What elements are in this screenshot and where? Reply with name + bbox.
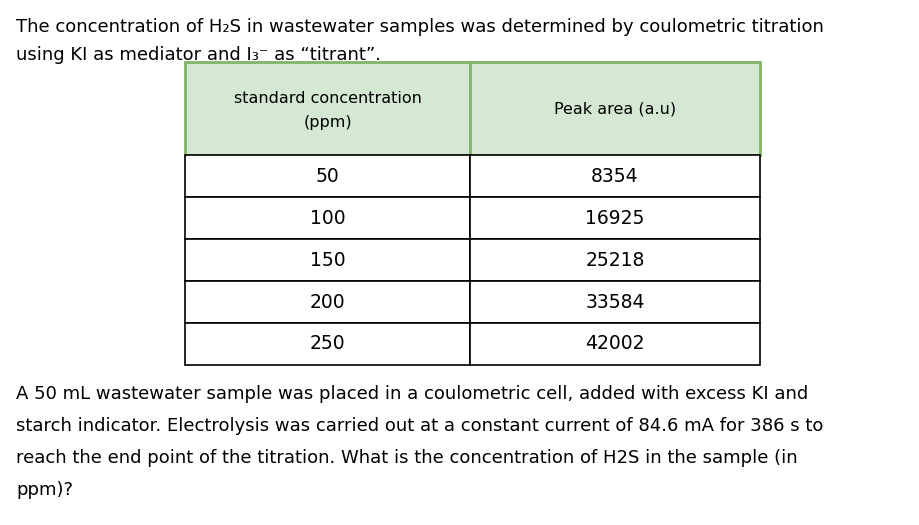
Bar [470,323,759,365]
Bar [470,62,759,155]
Text: 8354: 8354 [591,166,638,185]
Text: 250: 250 [310,334,345,353]
Bar [185,323,470,365]
Text: starch indicator. Electrolysis was carried out at a constant current of 84.6 mA : starch indicator. Electrolysis was carri… [16,417,823,435]
Text: 200: 200 [310,292,345,311]
Bar [470,155,759,197]
Bar [470,281,759,323]
Bar [470,197,759,239]
Text: 25218: 25218 [584,250,644,269]
Text: (ppm): (ppm) [303,115,351,130]
Bar [470,239,759,281]
Text: The concentration of H₂S in wastewater samples was determined by coulometric tit: The concentration of H₂S in wastewater s… [16,18,823,36]
Bar [185,197,470,239]
Text: standard concentration: standard concentration [233,91,421,106]
Text: Peak area (a.u): Peak area (a.u) [553,101,675,116]
Text: 16925: 16925 [584,208,644,227]
Bar [185,281,470,323]
Bar [185,155,470,197]
Text: 100: 100 [310,208,345,227]
Bar [185,62,470,155]
Text: A 50 mL wastewater sample was placed in a coulometric cell, added with excess KI: A 50 mL wastewater sample was placed in … [16,385,808,403]
Text: ppm)?: ppm)? [16,481,73,499]
Text: 50: 50 [315,166,339,185]
Text: 150: 150 [310,250,345,269]
Text: using KI as mediator and I₃⁻ as “titrant”.: using KI as mediator and I₃⁻ as “titrant… [16,46,380,64]
Text: 33584: 33584 [584,292,644,311]
Text: 42002: 42002 [584,334,644,353]
Text: reach the end point of the titration. What is the concentration of H2S in the sa: reach the end point of the titration. Wh… [16,449,797,467]
Bar [185,239,470,281]
